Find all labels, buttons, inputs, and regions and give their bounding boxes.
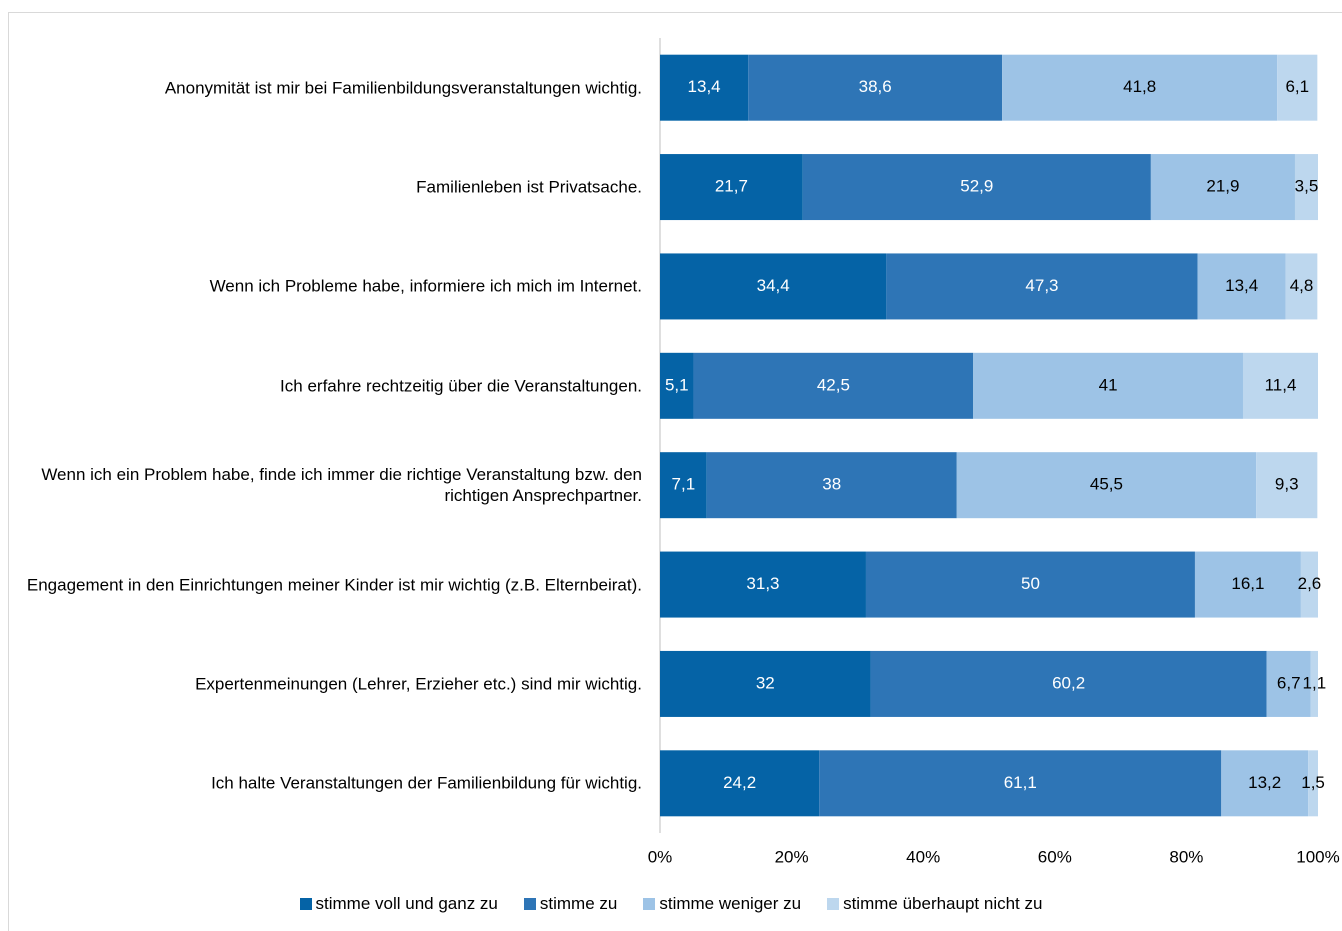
- x-tick-label: 20%: [775, 847, 809, 866]
- category-label: Wenn ich ein Problem habe, finde ich imm…: [41, 465, 642, 506]
- legend-swatch: [299, 898, 312, 910]
- bar-segment: [1256, 452, 1318, 519]
- legend-swatch: [643, 898, 656, 910]
- legend-item: stimme weniger zu: [643, 894, 801, 914]
- bar-segment: [1285, 253, 1318, 320]
- category-label: Ich erfahre rechtzeitig über die Veranst…: [280, 376, 642, 396]
- bar-segment: [1242, 352, 1318, 419]
- bar-segment: [748, 54, 1003, 121]
- data-label: 24,2: [723, 773, 756, 792]
- bar-segment: [660, 154, 803, 221]
- data-label: 6,7: [1277, 673, 1301, 692]
- data-label: 52,9: [960, 177, 993, 196]
- legend-label: stimme überhaupt nicht zu: [843, 894, 1043, 913]
- category-label: Familienleben ist Privatsache.: [416, 177, 642, 197]
- bar-segment: [1194, 551, 1301, 618]
- bar-segment: [706, 452, 957, 519]
- bar-segment: [870, 650, 1267, 717]
- data-label: 9,3: [1275, 475, 1299, 494]
- bar-segment: [973, 352, 1243, 419]
- bar-segment: [1197, 253, 1286, 320]
- data-label: 13,4: [1225, 276, 1258, 295]
- data-label: 1,1: [1303, 673, 1327, 692]
- x-tick-label: 80%: [1169, 847, 1203, 866]
- data-label: 1,5: [1301, 773, 1325, 792]
- bar-segment: [1221, 750, 1309, 817]
- data-label: 13,2: [1248, 773, 1281, 792]
- data-label: 21,7: [715, 177, 748, 196]
- data-label: 16,1: [1231, 574, 1264, 593]
- legend-label: stimme zu: [539, 894, 618, 913]
- legend-item: stimme voll und ganz zu: [299, 894, 498, 914]
- x-tick-label: 60%: [1038, 847, 1072, 866]
- data-label: 50: [1021, 574, 1040, 593]
- category-label: Engagement in den Einrichtungen meiner K…: [26, 575, 642, 595]
- category-label: Expertenmeinungen (Lehrer, Erzieher etc.…: [195, 674, 642, 694]
- data-label: 38,6: [859, 77, 892, 96]
- data-label: 6,1: [1285, 77, 1309, 96]
- bar-segment: [1308, 750, 1318, 817]
- bar-segment: [660, 551, 866, 618]
- data-label: 21,9: [1206, 177, 1239, 196]
- data-label: 61,1: [1004, 773, 1037, 792]
- bar-segment: [1277, 54, 1318, 121]
- bar-segment: [1310, 650, 1318, 717]
- bar-segment: [819, 750, 1222, 817]
- legend-item: stimme zu: [523, 894, 618, 914]
- data-label: 34,4: [757, 276, 790, 295]
- bar-segment: [802, 154, 1151, 221]
- chart-frame: [8, 12, 1342, 931]
- data-label: 4,8: [1290, 276, 1314, 295]
- x-tick-label: 40%: [906, 847, 940, 866]
- data-label: 47,3: [1025, 276, 1058, 295]
- legend-label: stimme weniger zu: [659, 894, 802, 913]
- data-label: 41,8: [1123, 77, 1156, 96]
- bar-segment: [1294, 154, 1318, 221]
- bar-segment: [886, 253, 1198, 320]
- data-label: 42,5: [817, 375, 850, 394]
- bar-segment: [660, 253, 887, 320]
- bar-segment: [1002, 54, 1278, 121]
- data-label: 31,3: [746, 574, 779, 593]
- data-label: 38: [822, 475, 841, 494]
- bar-segment: [956, 452, 1257, 519]
- data-label: 60,2: [1052, 673, 1085, 692]
- bar-segment: [1300, 551, 1318, 618]
- legend-swatch: [827, 898, 840, 910]
- data-label: 45,5: [1090, 475, 1123, 494]
- category-label: Ich halte Veranstaltungen der Familienbi…: [211, 773, 642, 793]
- legend-swatch: [523, 898, 536, 910]
- data-label: 11,4: [1265, 375, 1297, 394]
- legend-label: stimme voll und ganz zu: [315, 894, 498, 913]
- data-label: 41: [1099, 375, 1118, 394]
- category-label: Wenn ich Probleme habe, informiere ich m…: [209, 276, 642, 296]
- bar-segment: [865, 551, 1195, 618]
- data-label: 32: [756, 673, 775, 692]
- data-label: 2,6: [1298, 574, 1322, 593]
- data-label: 3,5: [1295, 177, 1319, 196]
- bar-segment: [660, 750, 820, 817]
- legend: stimme voll und ganz zu stimme zu stimme w…: [0, 894, 1342, 914]
- bar-segment: [693, 352, 974, 419]
- bar-segment: [1266, 650, 1311, 717]
- x-tick-label: 0%: [648, 847, 673, 866]
- bar-segment: [660, 352, 694, 419]
- data-label: 13,4: [688, 77, 721, 96]
- category-label: Anonymität ist mir bei Familienbildungsv…: [164, 78, 642, 98]
- bar-segment: [660, 54, 749, 121]
- bar-segment: [660, 452, 707, 519]
- data-label: 5,1: [665, 375, 689, 394]
- bar-segment: [1150, 154, 1295, 221]
- bar-segment: [660, 650, 871, 717]
- x-tick-label: 100%: [1296, 847, 1339, 866]
- legend-item: stimme überhaupt nicht zu: [827, 894, 1042, 914]
- data-label: 7,1: [672, 475, 696, 494]
